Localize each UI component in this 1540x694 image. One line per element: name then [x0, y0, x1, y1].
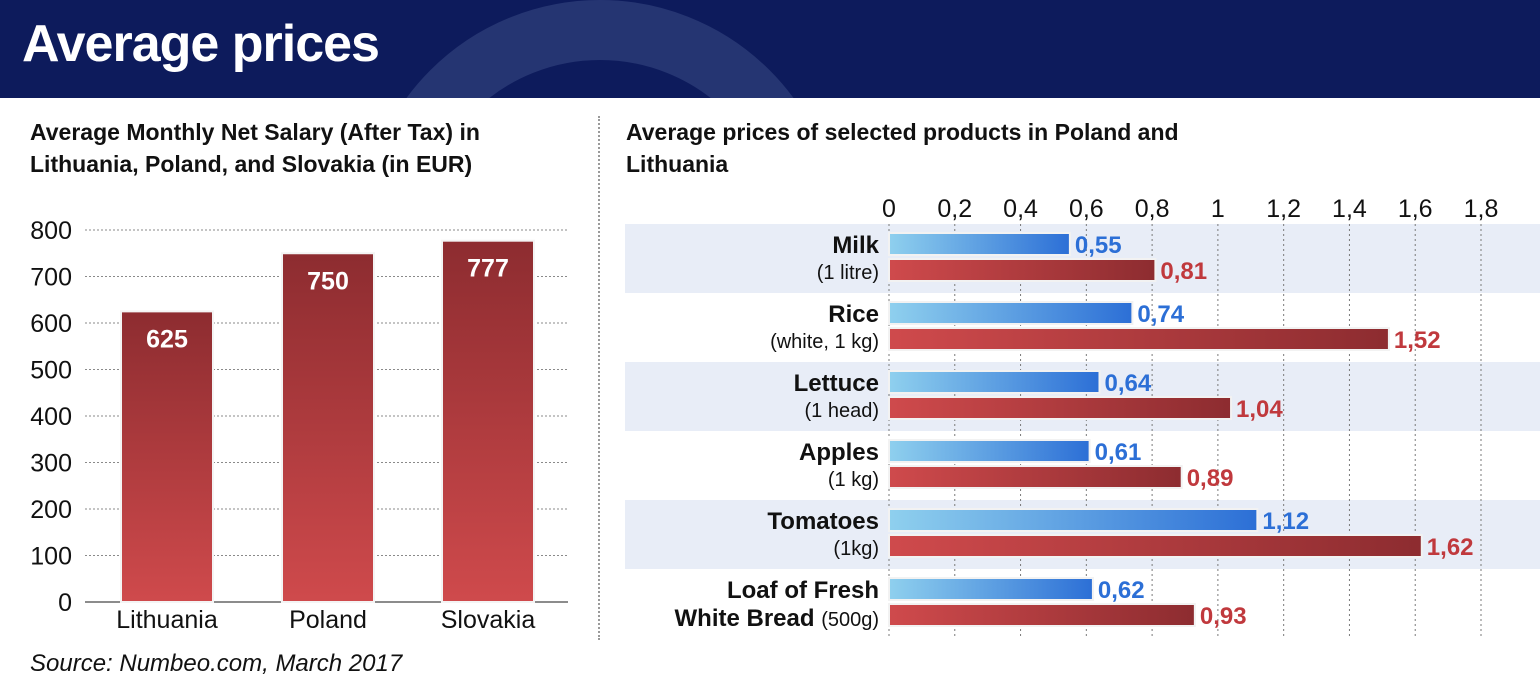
price-bar-blue	[888, 301, 1134, 325]
salary-y-tick: 800	[30, 217, 72, 245]
price-bar-red	[888, 258, 1157, 282]
salary-y-tick: 300	[30, 450, 72, 478]
product-detail: (1kg)	[833, 538, 879, 560]
price-bar-blue	[888, 232, 1071, 256]
price-x-tick: 1	[1211, 195, 1225, 223]
price-x-tick: 0	[882, 195, 896, 223]
salary-y-tick: 500	[30, 357, 72, 385]
prices-chart-title: Average prices of selected products in P…	[626, 119, 1179, 177]
price-x-tick: 0,4	[1003, 195, 1038, 223]
price-bar-red	[888, 603, 1196, 627]
product-name: Milk	[832, 232, 879, 259]
price-bar-blue	[888, 508, 1259, 532]
product-detail: (1 kg)	[828, 469, 879, 491]
price-value-blue: 1,12	[1262, 508, 1309, 535]
price-value-blue: 0,55	[1075, 232, 1122, 259]
product-name: Lettuce	[794, 370, 879, 397]
product-name-detail: White Bread (500g)	[675, 605, 880, 632]
salary-labels: 0 100 200 300 400 500 600 700 800 625 Lithuania 750…	[30, 217, 535, 634]
price-bar-red	[888, 327, 1390, 351]
salary-y-tick: 200	[30, 496, 72, 524]
salary-category-label: Poland	[289, 606, 367, 634]
product-detail: (1 head)	[805, 400, 880, 422]
price-x-tick: 0,2	[937, 195, 972, 223]
price-x-tick: 0,6	[1069, 195, 1104, 223]
price-bar-blue	[888, 370, 1101, 394]
salary-bar-chart: 0 100 200 300 400 500 600 700 800 625 Lithuania 750…	[30, 217, 568, 634]
product-name: Tomatoes	[767, 508, 879, 535]
price-value-red: 1,62	[1427, 534, 1474, 561]
price-value-red: 0,93	[1200, 603, 1247, 630]
salary-value-label: 750	[307, 267, 349, 295]
page-title: Average prices	[22, 15, 380, 73]
product-detail: (white, 1 kg)	[770, 331, 879, 353]
salary-category-label: Lithuania	[116, 606, 218, 634]
price-value-blue: 0,62	[1098, 577, 1145, 604]
price-labels: 0 0,2 0,4 0,6 0,8 1 1,2 1,4 1,6 1,80,550,81Milk(1…	[675, 195, 1499, 632]
price-x-tick: 1,8	[1464, 195, 1499, 223]
price-value-red: 1,52	[1394, 327, 1441, 354]
source-note: Source: Numbeo.com, March 2017	[30, 650, 403, 677]
salary-value-label: 777	[467, 255, 509, 283]
salary-y-tick: 700	[30, 264, 72, 292]
price-bar-blue	[888, 577, 1094, 601]
price-x-tick: 1,2	[1266, 195, 1301, 223]
salary-bars	[120, 239, 535, 603]
product-name: Apples	[799, 439, 879, 466]
salary-bar-slovakia	[441, 239, 535, 603]
price-value-red: 1,04	[1236, 396, 1283, 423]
product-name: Loaf of Fresh	[727, 577, 879, 604]
panel-divider	[598, 116, 600, 640]
price-bars	[888, 232, 1423, 627]
price-x-tick: 1,4	[1332, 195, 1367, 223]
salary-category-label: Slovakia	[441, 606, 536, 634]
salary-y-tick: 100	[30, 543, 72, 571]
price-bar-red	[888, 465, 1183, 489]
price-bar-red	[888, 534, 1423, 558]
salary-value-label: 625	[146, 325, 188, 353]
price-value-blue: 0,64	[1104, 370, 1151, 397]
salary-bar-lithuania	[120, 310, 214, 603]
price-gridlines	[888, 224, 1482, 638]
salary-bar-poland	[281, 252, 375, 603]
price-bar-red	[888, 396, 1233, 420]
salary-y-tick: 0	[58, 589, 72, 617]
price-value-blue: 0,61	[1095, 439, 1142, 466]
price-value-red: 0,81	[1160, 258, 1207, 285]
price-bar-blue	[888, 439, 1091, 463]
price-x-tick: 1,6	[1398, 195, 1433, 223]
salary-y-tick: 600	[30, 310, 72, 338]
product-detail: (1 litre)	[817, 262, 879, 284]
price-x-tick: 0,8	[1135, 195, 1170, 223]
salary-chart-title: Average Monthly Net Salary (After Tax) i…	[30, 119, 480, 177]
price-value-red: 0,89	[1187, 465, 1234, 492]
product-name: Rice	[828, 301, 879, 328]
salary-y-tick: 400	[30, 403, 72, 431]
price-value-blue: 0,74	[1137, 301, 1184, 328]
